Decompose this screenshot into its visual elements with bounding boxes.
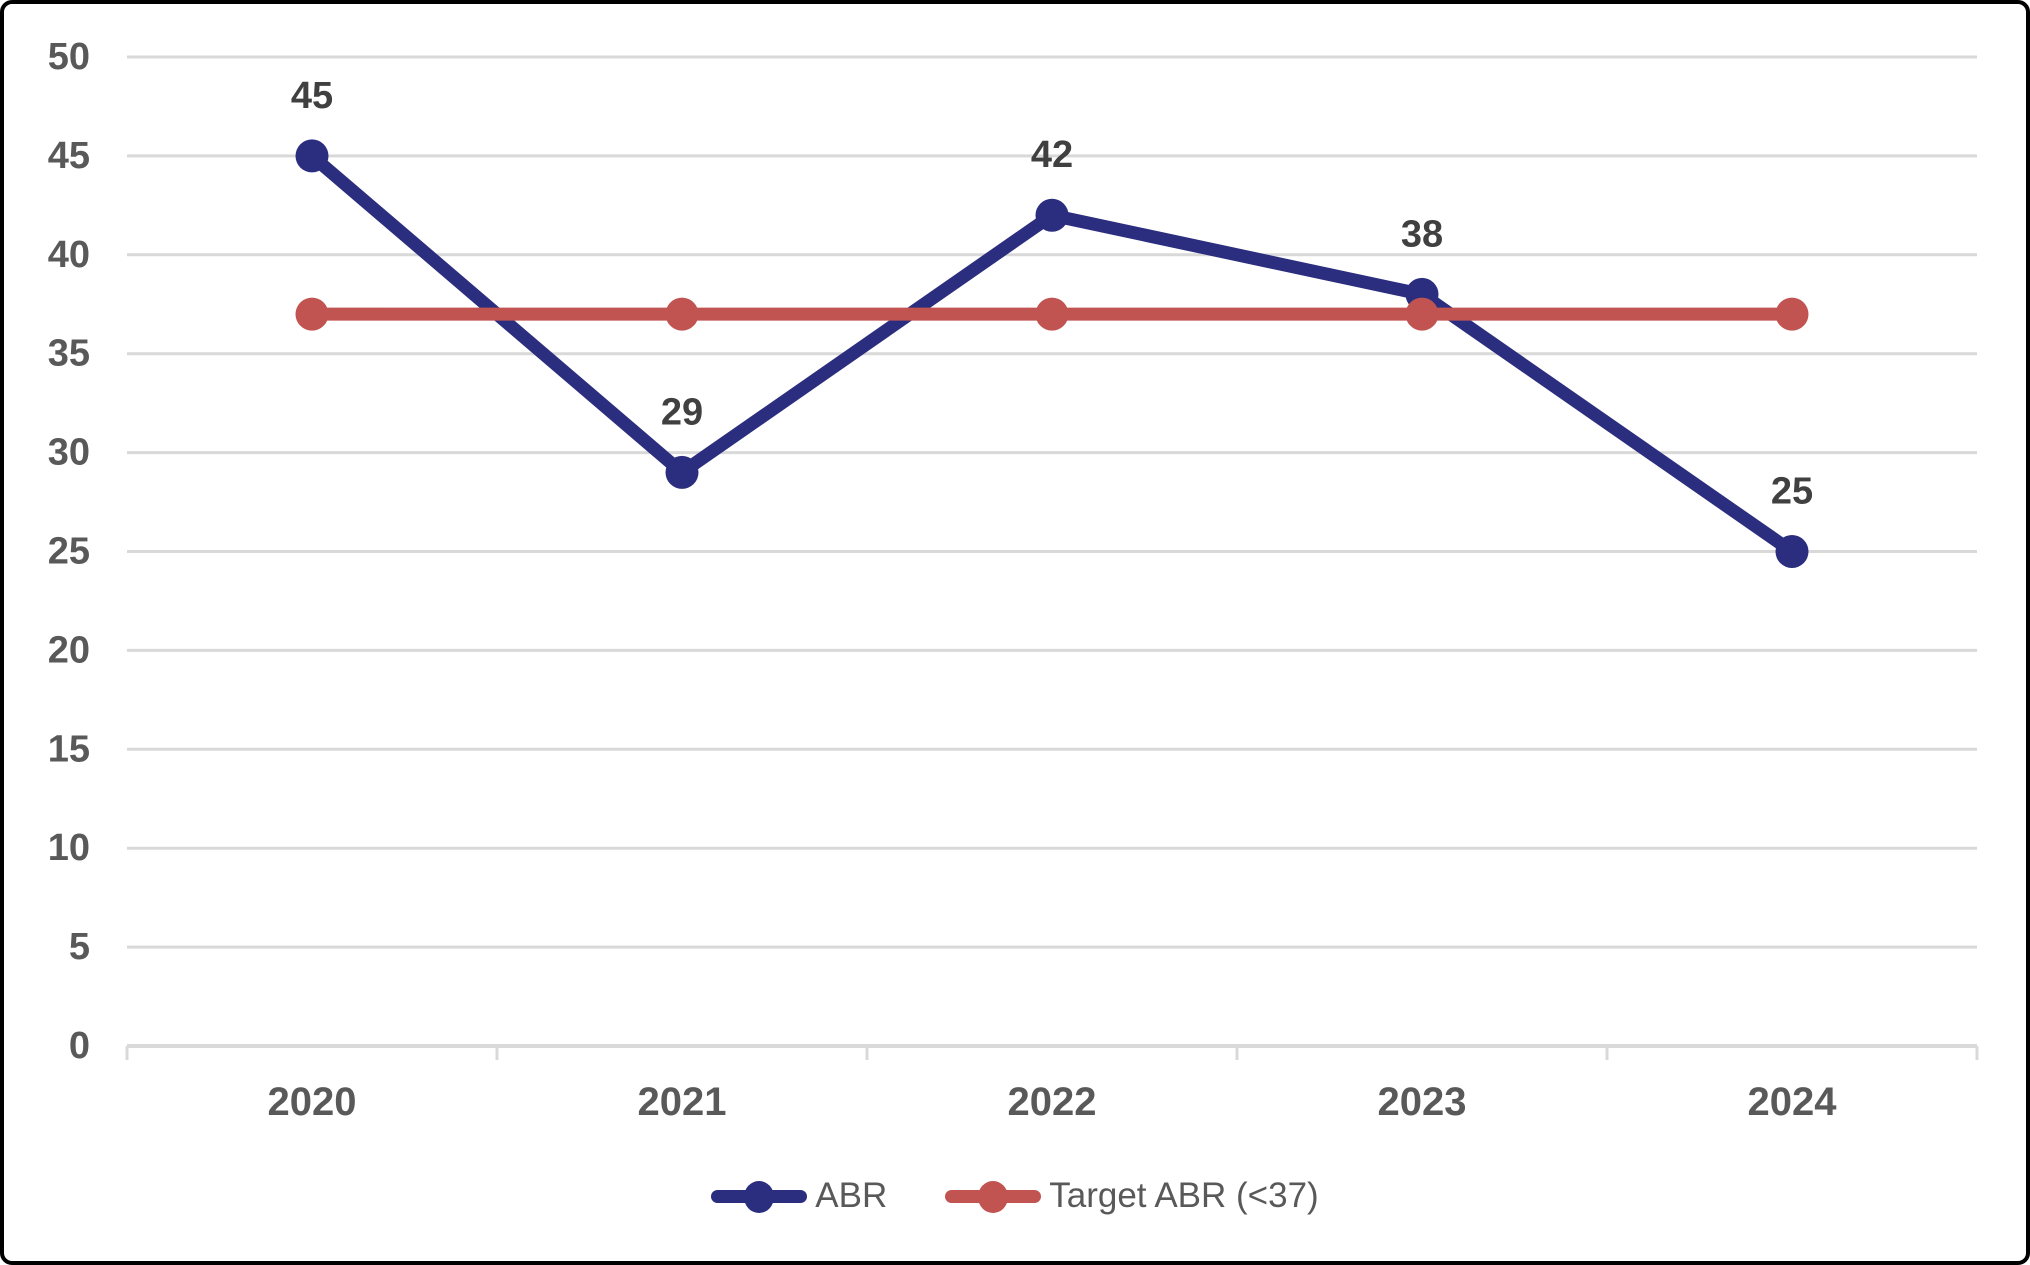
abr-point-marker: [665, 455, 699, 489]
legend-item-target-abr: Target ABR (<37): [945, 1176, 1319, 1216]
abr-data-label: 45: [291, 75, 333, 117]
abr-legend-label: ABR: [815, 1176, 888, 1215]
x-tick-label: 2022: [1008, 1080, 1097, 1124]
y-tick-label: 35: [48, 333, 90, 375]
target-abr-point-marker: [665, 297, 699, 331]
abr-data-label: 42: [1031, 134, 1073, 176]
target-abr-legend-dot: [978, 1181, 1009, 1213]
target-abr-point-marker: [295, 297, 329, 331]
target-abr-point-marker: [1035, 297, 1069, 331]
abr-point-marker: [295, 139, 329, 173]
x-tick-label: 2023: [1378, 1080, 1467, 1124]
abr-data-label: 29: [661, 391, 703, 433]
y-tick-label: 50: [48, 36, 90, 78]
x-tick-label: 2024: [1748, 1080, 1838, 1124]
y-tick-label: 0: [69, 1025, 90, 1067]
y-tick-label: 10: [48, 827, 90, 869]
x-tick-label: 2020: [268, 1080, 357, 1124]
x-tick-label: 2021: [638, 1080, 727, 1124]
line-chart-plot: 0 5 10 15 20 25 30 35 40 45 50 2020 2021 2022 2023 2024…: [48, 36, 1979, 1124]
abr-legend-marker-icon: [711, 1176, 808, 1216]
abr-point-marker: [1035, 198, 1069, 232]
abr-legend-dot: [744, 1181, 775, 1213]
y-tick-label: 5: [69, 926, 90, 968]
y-tick-label: 25: [48, 531, 90, 573]
target-abr-point-marker: [1775, 297, 1809, 331]
y-tick-label: 45: [48, 135, 90, 177]
y-tick-label: 30: [48, 432, 90, 474]
chart-legend: ABR Target ABR (<37): [4, 1176, 2026, 1216]
legend-item-abr: ABR: [711, 1176, 887, 1216]
target-abr-legend-marker-icon: [945, 1176, 1042, 1216]
y-tick-label: 40: [48, 234, 90, 276]
y-tick-label: 20: [48, 629, 90, 671]
y-tick-label: 15: [48, 728, 90, 770]
abr-data-label: 38: [1401, 213, 1443, 255]
target-abr-legend-label: Target ABR (<37): [1049, 1176, 1319, 1215]
target-abr-point-marker: [1405, 297, 1439, 331]
abr-point-marker: [1775, 535, 1809, 568]
abr-data-label: 25: [1771, 471, 1813, 513]
